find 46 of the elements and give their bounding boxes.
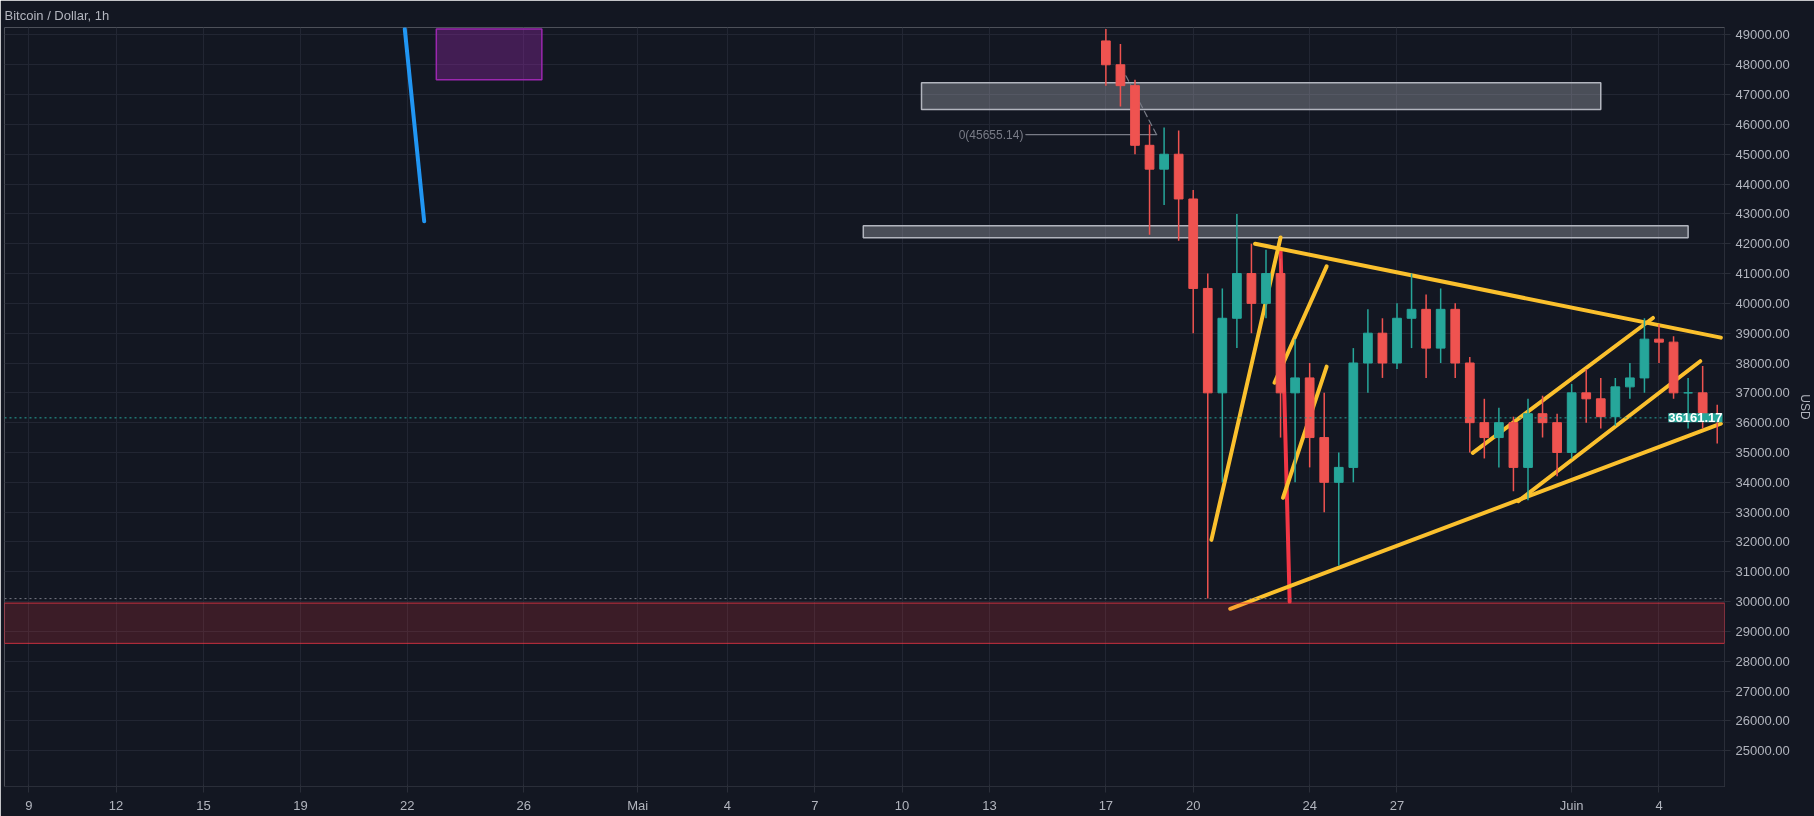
y-tick-label: 30000.00 <box>1735 594 1790 610</box>
ref-line-label: 36161.17 <box>1668 410 1723 426</box>
x-tick-label: 27 <box>1389 797 1405 813</box>
x-tick-label: 9 <box>25 797 33 813</box>
y-tick-label: 34000.00 <box>1735 474 1790 490</box>
x-tick-label: 12 <box>108 797 124 813</box>
y-tick-label: 45000.00 <box>1735 146 1790 162</box>
y-tick-label: 36000.00 <box>1735 415 1790 431</box>
y-tick-label: 48000.00 <box>1735 57 1790 73</box>
y-tick-label: 25000.00 <box>1735 743 1790 759</box>
y-tick-label: 32000.00 <box>1735 534 1790 550</box>
x-tick-label: 4 <box>723 797 732 813</box>
y-tick-label: 47000.00 <box>1735 87 1790 103</box>
x-tick-label: Juin <box>1559 797 1584 813</box>
y-tick-label: 42000.00 <box>1735 236 1790 252</box>
x-tick-label: 20 <box>1185 797 1201 813</box>
x-tick-label: 17 <box>1098 797 1114 813</box>
x-tick-label: Mai <box>627 797 649 813</box>
x-tick-label: 7 <box>811 797 819 813</box>
x-tick-label: 19 <box>293 797 308 813</box>
x-tick-label: 4 <box>1655 797 1663 813</box>
y-tick-label: 29000.00 <box>1735 623 1790 639</box>
y-tick-label: 31000.00 <box>1735 564 1790 580</box>
x-tick-label: 26 <box>516 797 531 813</box>
y-tick-label: 26000.00 <box>1735 713 1790 729</box>
y-tick-label: 28000.00 <box>1735 653 1790 669</box>
y-tick-label: 39000.00 <box>1735 325 1790 341</box>
y-tick-label: 43000.00 <box>1735 206 1790 222</box>
y-axis-title: USD <box>1797 394 1812 420</box>
annotation: 0(45655.14) <box>958 127 1024 142</box>
chart-title: Bitcoin / Dollar, 1h <box>4 7 110 23</box>
y-tick-label: 49000.00 <box>1735 27 1790 43</box>
y-tick-label: 41000.00 <box>1735 266 1790 282</box>
y-tick-label: 40000.00 <box>1735 295 1790 311</box>
y-tick-label: 33000.00 <box>1735 504 1790 520</box>
y-tick-label: 38000.00 <box>1735 355 1790 371</box>
y-tick-label: 37000.00 <box>1735 385 1790 401</box>
y-tick-label: 35000.00 <box>1735 444 1790 460</box>
x-tick-label: 10 <box>894 797 910 813</box>
x-tick-label: 22 <box>399 797 415 813</box>
y-tick-label: 46000.00 <box>1735 116 1790 132</box>
x-tick-label: 13 <box>982 797 997 813</box>
y-tick-label: 27000.00 <box>1735 683 1790 699</box>
x-tick-label: 24 <box>1302 797 1317 813</box>
y-tick-label: 44000.00 <box>1735 176 1790 192</box>
x-tick-label: 15 <box>196 797 211 813</box>
